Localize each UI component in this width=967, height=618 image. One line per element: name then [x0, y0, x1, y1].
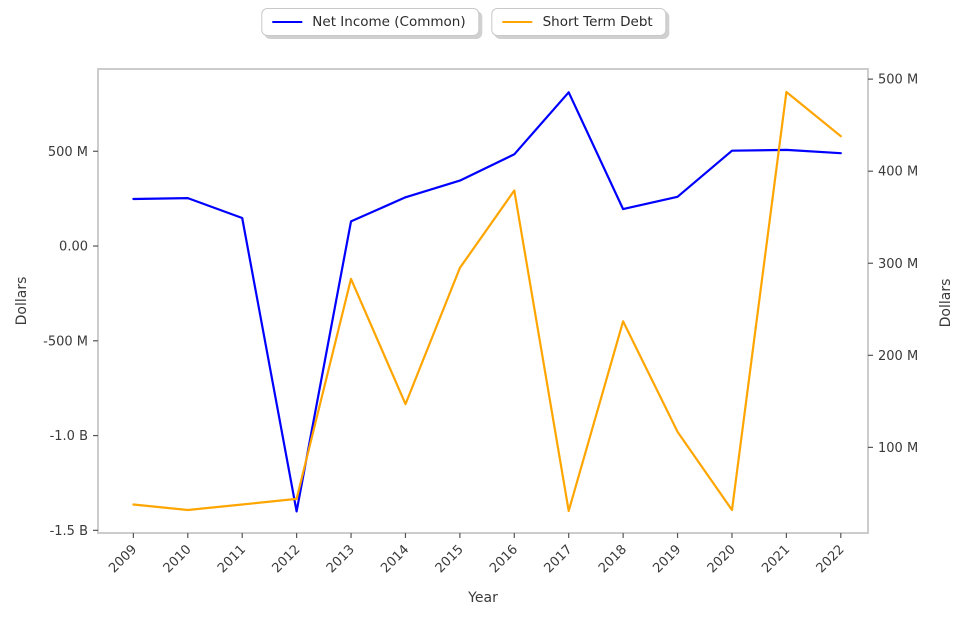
- legend: Net Income (Common) Short Term Debt: [261, 8, 667, 36]
- left-y-tick-label: 0.00: [59, 240, 88, 255]
- x-tick-label: 2016: [487, 542, 521, 576]
- x-tick-label: 2011: [215, 542, 249, 576]
- right-y-tick-label: 400 M: [878, 165, 918, 180]
- x-tick-label: 2021: [759, 542, 793, 576]
- x-tick-label: 2017: [542, 542, 576, 576]
- series-line-short-term-debt: [132, 90, 842, 512]
- x-tick-label: 2019: [650, 542, 684, 576]
- legend-label-short-term-debt: Short Term Debt: [542, 14, 653, 30]
- left-y-tick-label: -1.0 B: [50, 429, 88, 444]
- x-tick-label: 2020: [705, 542, 739, 576]
- left-y-tick-label: -500 M: [43, 334, 88, 349]
- left-y-axis-title: Dollars: [14, 276, 30, 326]
- left-y-tick-label: 500 M: [48, 145, 88, 160]
- short-term-debt-line-sample-icon: [502, 21, 533, 23]
- x-tick-label: 2009: [106, 542, 140, 576]
- right-y-tick-label: 100 M: [878, 441, 918, 456]
- series-line-net-income-common: [132, 91, 842, 513]
- x-tick-label: 2022: [814, 542, 848, 576]
- x-tick-label: 2010: [161, 542, 195, 576]
- legend-box-short-term-debt[interactable]: Short Term Debt: [491, 8, 667, 36]
- left-y-tick-label: -1.5 B: [50, 524, 88, 539]
- x-tick-label: 2018: [596, 542, 630, 576]
- right-y-tick-label: 200 M: [878, 349, 918, 364]
- x-axis-title: Year: [468, 590, 498, 606]
- legend-box-net-income[interactable]: Net Income (Common): [261, 8, 480, 36]
- x-tick-label: 2012: [269, 542, 303, 576]
- right-y-axis-title: Dollars: [938, 278, 954, 328]
- right-y-tick-label: 500 M: [878, 73, 918, 88]
- x-tick-label: 2013: [324, 542, 358, 576]
- x-tick-label: 2015: [433, 542, 467, 576]
- right-y-tick-label: 300 M: [878, 257, 918, 272]
- legend-label-net-income: Net Income (Common): [312, 14, 466, 30]
- plot-border: [97, 68, 869, 534]
- net-income-line-sample-icon: [272, 21, 303, 23]
- x-tick-label: 2014: [378, 542, 412, 576]
